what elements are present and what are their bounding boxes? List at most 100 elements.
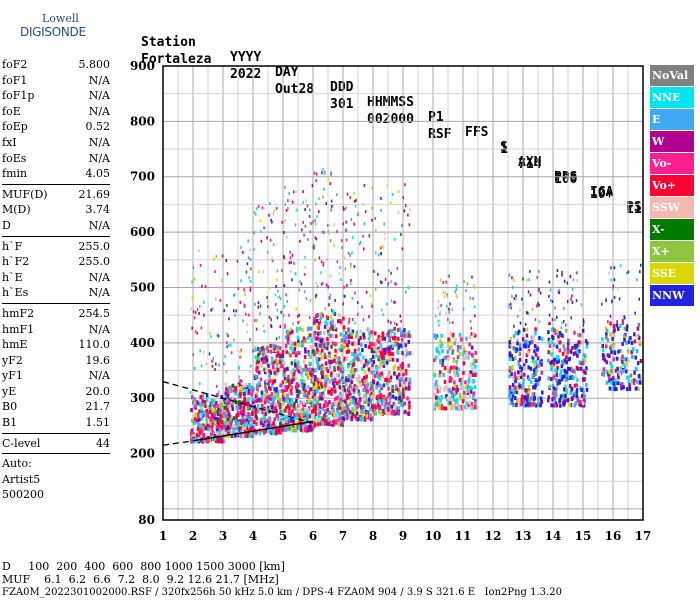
echo-point xyxy=(619,264,622,268)
echo-point xyxy=(343,339,347,344)
echo-point xyxy=(206,412,209,417)
echo-point xyxy=(374,331,377,336)
echo-point xyxy=(515,390,518,395)
echo-point xyxy=(301,328,304,332)
echo-point xyxy=(455,288,458,292)
echo-point xyxy=(202,423,205,428)
echo-point xyxy=(611,299,613,303)
echo-point xyxy=(370,384,373,389)
echo-point xyxy=(242,419,245,424)
echo-point xyxy=(396,266,399,270)
echo-point xyxy=(516,387,519,391)
echo-point xyxy=(333,358,336,363)
echo-point xyxy=(561,270,563,274)
param-row-B0: B0 21.7 xyxy=(2,400,110,416)
param-value: N/A xyxy=(88,73,110,87)
echo-point xyxy=(292,368,295,373)
echo-point xyxy=(253,211,256,215)
echo-point xyxy=(380,411,383,416)
echo-point xyxy=(279,417,283,422)
echo-point xyxy=(302,359,306,364)
echo-point xyxy=(307,352,311,357)
echo-point xyxy=(354,414,357,419)
echo-point xyxy=(258,351,262,356)
echo-point xyxy=(508,340,511,345)
echo-point xyxy=(371,363,374,368)
echo-point xyxy=(631,354,634,359)
echo-point xyxy=(278,365,282,370)
echo-point xyxy=(239,404,243,409)
echo-point xyxy=(350,218,352,221)
echo-point xyxy=(443,356,446,361)
echo-point xyxy=(195,400,199,405)
echo-point xyxy=(212,437,215,441)
echo-point xyxy=(367,360,370,365)
echo-point xyxy=(192,353,194,357)
echo-point xyxy=(213,257,215,261)
echo-point xyxy=(338,367,341,372)
echo-point xyxy=(534,365,537,370)
echo-point xyxy=(621,321,624,325)
echo-point xyxy=(513,297,516,301)
echo-point xyxy=(316,215,318,219)
echo-point xyxy=(377,272,379,276)
echo-point xyxy=(347,386,351,391)
echo-point xyxy=(451,332,455,337)
echo-point xyxy=(528,278,530,282)
echo-point xyxy=(601,337,604,342)
echo-point xyxy=(213,415,216,420)
echo-point xyxy=(345,331,348,336)
echo-point xyxy=(468,335,472,339)
echo-point xyxy=(335,381,339,386)
echo-point xyxy=(205,419,209,424)
echo-point xyxy=(204,426,207,431)
echo-point xyxy=(263,351,266,356)
echo-point xyxy=(366,389,369,394)
echo-point xyxy=(377,355,381,359)
echo-point xyxy=(265,358,269,363)
echo-point xyxy=(349,375,353,380)
echo-point xyxy=(513,386,517,391)
echo-point xyxy=(379,280,382,284)
echo-point xyxy=(242,250,244,254)
echo-point xyxy=(217,411,221,416)
echo-point xyxy=(327,380,331,385)
echo-point xyxy=(328,303,330,307)
echo-point xyxy=(617,381,620,386)
echo-point xyxy=(569,403,573,408)
echo-point xyxy=(401,365,404,370)
echo-point xyxy=(435,346,439,351)
echo-point xyxy=(397,336,400,341)
echo-point xyxy=(394,404,397,409)
echo-point xyxy=(223,398,226,403)
echo-point xyxy=(408,408,411,413)
echo-point xyxy=(463,280,465,284)
echo-point xyxy=(202,434,205,439)
echo-point xyxy=(638,340,642,345)
echo-point xyxy=(471,380,474,385)
echo-point xyxy=(336,409,339,414)
echo-point xyxy=(301,407,305,412)
echo-point xyxy=(309,354,312,359)
echo-point xyxy=(249,248,251,252)
echo-point xyxy=(554,331,557,336)
echo-point xyxy=(269,238,272,242)
echo-point xyxy=(246,262,249,266)
echo-point xyxy=(363,396,366,401)
echo-point xyxy=(229,420,232,425)
echo-point xyxy=(246,426,249,431)
echo-point xyxy=(261,403,264,408)
echo-point xyxy=(353,405,356,410)
d-distance-row: D 100 200 400 600 800 1000 1500 3000 [km… xyxy=(2,560,285,573)
param-row-fmin: fmin 4.05 xyxy=(2,167,110,183)
echo-point xyxy=(261,352,265,357)
echo-point xyxy=(294,362,297,367)
echo-point xyxy=(275,428,279,433)
echo-point xyxy=(521,337,525,342)
echo-point xyxy=(382,396,386,401)
echo-point xyxy=(333,356,337,361)
echo-point xyxy=(519,347,522,352)
echo-point xyxy=(471,373,475,377)
echo-point xyxy=(266,236,268,240)
echo-point xyxy=(393,339,397,344)
